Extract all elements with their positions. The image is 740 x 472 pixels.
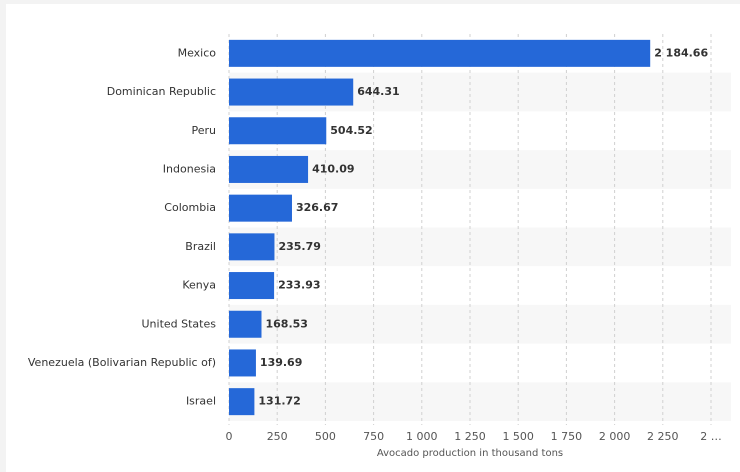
y-tick-label: Peru: [191, 124, 216, 137]
bar: [229, 310, 262, 338]
row-stripe: [229, 382, 731, 421]
x-tick-label: 2 000: [599, 430, 631, 443]
row-stripe: [229, 304, 731, 344]
y-tick-label: Colombia: [164, 201, 216, 214]
value-label: 2 184.66: [654, 46, 708, 59]
x-axis-label: Avocado production in thousand tons: [377, 448, 563, 459]
row-stripe: [229, 227, 731, 267]
bar: [229, 39, 651, 67]
value-label: 326.67: [296, 201, 338, 214]
bar: [229, 78, 354, 106]
y-tick-label: Israel: [186, 395, 216, 408]
value-label: 233.93: [278, 279, 320, 292]
bar: [229, 117, 327, 145]
y-tick-label: Kenya: [182, 279, 216, 292]
x-tick-label: 1 250: [454, 430, 486, 443]
bar: [229, 272, 275, 300]
bar: [229, 194, 292, 222]
value-label: 139.69: [260, 356, 302, 369]
x-tick-label: 750: [363, 430, 384, 443]
bar: [229, 388, 255, 416]
value-label: 504.52: [330, 124, 372, 137]
y-tick-label: Dominican Republic: [107, 85, 216, 98]
value-label: 644.31: [357, 85, 399, 98]
value-label: 410.09: [312, 162, 354, 175]
x-tick-label: 1 000: [406, 430, 438, 443]
x-tick-label: 2 250: [647, 430, 679, 443]
bar: [229, 233, 275, 261]
value-label: 168.53: [265, 317, 307, 330]
bar: [229, 155, 309, 183]
y-tick-label: Mexico: [178, 46, 217, 59]
value-label: 131.72: [258, 395, 300, 408]
value-label: 235.79: [278, 240, 320, 253]
x-tick-label: 250: [267, 430, 288, 443]
x-tick-label: 1 750: [551, 430, 583, 443]
x-tick-label: 0: [226, 430, 233, 443]
row-stripe: [229, 150, 731, 189]
y-tick-label: United States: [142, 317, 217, 330]
y-tick-label: Venezuela (Bolivarian Republic of): [28, 356, 216, 369]
y-tick-label: Brazil: [185, 240, 216, 253]
x-tick-label: 500: [315, 430, 336, 443]
x-tick-label: 2 …: [700, 430, 722, 443]
bar: [229, 349, 256, 377]
x-tick-label: 1 500: [502, 430, 534, 443]
y-tick-label: Indonesia: [163, 162, 216, 175]
